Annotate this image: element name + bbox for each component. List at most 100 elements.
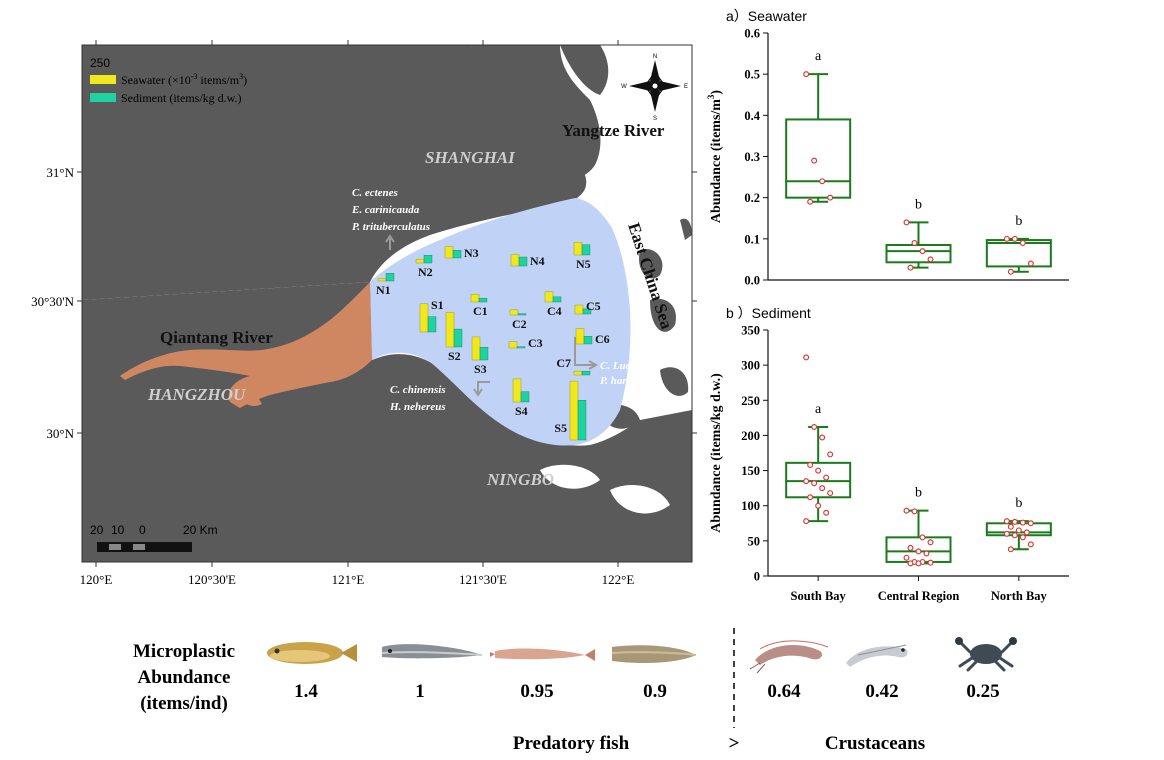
group-comparison-symbol: > [729, 733, 740, 754]
station-label: C6 [595, 332, 610, 346]
map-y-tick-label: 31°N [46, 165, 74, 180]
station-label: S4 [515, 404, 528, 418]
compass-icon: N S E W [621, 54, 688, 122]
legend-sediment-label: Sediment (items/kg d.w.) [121, 91, 242, 105]
island [650, 298, 676, 332]
y-tick-label: 0.6 [744, 27, 760, 41]
legend-sediment-swatch [90, 93, 116, 102]
station-sediment-bar [581, 244, 591, 256]
map-legend: 250 Seawater (×10-3 items/m3) Sediment (… [90, 56, 247, 105]
data-point [923, 550, 930, 557]
row-label-line3: (items/ind) [140, 693, 228, 714]
row-label-line2: Abundance [138, 667, 231, 688]
data-point [1003, 518, 1010, 525]
shrimp-icon-1 [749, 640, 829, 674]
map-y-tick-label: 30°30'N [31, 294, 75, 309]
station-sediment-bar [582, 308, 592, 315]
data-point [803, 518, 810, 525]
station-label: N2 [418, 265, 433, 279]
organism-abundance-value: 0.64 [767, 681, 801, 702]
data-point [1011, 235, 1018, 242]
group-label-crustaceans: Crustaceans [825, 733, 925, 754]
station-seawater-bar [544, 291, 554, 303]
data-point [807, 461, 814, 468]
organism-abundance-row: Microplastic Abundance (items/ind) [133, 628, 1017, 754]
station-label: N4 [530, 254, 545, 268]
map-frame [81, 44, 693, 563]
significance-letter: b [1015, 214, 1022, 229]
y-tick-label: 200 [741, 429, 760, 443]
map-y-tick-label: 30°N [46, 426, 74, 441]
station-sediment-bar [423, 255, 433, 264]
station-seawater-bar [512, 378, 522, 403]
station-label: C3 [528, 336, 543, 350]
legend-scale-value: 250 [90, 56, 110, 70]
data-point [1015, 527, 1022, 534]
data-point [1011, 518, 1018, 525]
significance-letter: a [815, 402, 822, 417]
y-tick-label: 0.5 [744, 68, 760, 82]
box-iqr [885, 244, 952, 264]
data-point [819, 178, 826, 185]
island [660, 367, 689, 396]
station-sediment-bar [452, 250, 462, 259]
significance-letter: b [915, 486, 922, 501]
station-seawater-bar [445, 312, 455, 348]
fish-icon-1 [267, 642, 357, 664]
y-tick-label: 0.1 [744, 232, 760, 246]
station-sediment-bar [552, 296, 562, 303]
compass-w: W [621, 84, 627, 90]
station-sediment-bar [577, 400, 587, 441]
y-tick-label: 0.4 [744, 109, 760, 123]
y-tick-label: 0.0 [744, 274, 760, 288]
station-seawater-bar [419, 303, 429, 333]
land-shanghai-coast [470, 45, 601, 178]
scale-label: 20 [90, 523, 104, 537]
island [680, 218, 692, 240]
organism-abundance-value: 0.9 [643, 681, 667, 702]
station-seawater-bar [574, 304, 584, 315]
hangzhou-bay [370, 198, 631, 446]
station-sediment-bar [518, 256, 528, 267]
station-label: C7 [556, 356, 571, 370]
station-sediment-bar [583, 336, 593, 345]
station-sediment-bar [517, 313, 527, 316]
data-point [907, 264, 914, 271]
box-iqr [985, 239, 1052, 268]
station-sediment-bar [427, 316, 437, 333]
station-label: S2 [448, 349, 461, 363]
data-point [1027, 541, 1034, 548]
legend-seawater-swatch [90, 75, 116, 84]
station-sediment-bar [453, 328, 463, 348]
data-point [827, 194, 834, 201]
data-point [827, 451, 834, 458]
box-iqr [785, 118, 852, 199]
box-iqr [985, 522, 1052, 537]
qiantang-branch [240, 380, 262, 406]
station-seawater-bar [377, 278, 387, 282]
station-seawater-bar [573, 370, 583, 376]
data-point [1019, 534, 1026, 541]
station-seawater-bar [508, 341, 518, 349]
fish-icon-2 [381, 644, 483, 659]
seawater-boxplot: a）Seawater 0.0 0.1 0.2 0.3 0.4 0.5 0.6 Abundance… [706, 8, 1069, 288]
y-tick-label: 0.3 [744, 150, 760, 164]
crab-icon [955, 637, 1017, 672]
row-label-line1: Microplastic [133, 641, 235, 662]
scale-bar: 20 10 0 20 Km [90, 523, 218, 552]
data-point [1023, 529, 1030, 536]
species-east-1: C. Lucidus [600, 360, 650, 372]
y-tick-label: 100 [741, 499, 760, 513]
species-north-3: P. trituberculatus [352, 221, 430, 233]
organism-abundance-value: 1.4 [294, 681, 318, 702]
data-point [927, 539, 934, 546]
data-point [1003, 530, 1010, 537]
organism-abundance-value: 1 [415, 681, 425, 702]
organism-abundance-value: 0.42 [865, 681, 898, 702]
species-south-2: H. nehereus [389, 401, 446, 413]
station-seawater-bar [415, 258, 425, 264]
station-seawater-bar [470, 294, 480, 303]
study-area-map: 120°E 120°30'E 121°E 121°30'E 122°E 31°N 30°3… [31, 40, 697, 587]
data-point [803, 354, 810, 361]
